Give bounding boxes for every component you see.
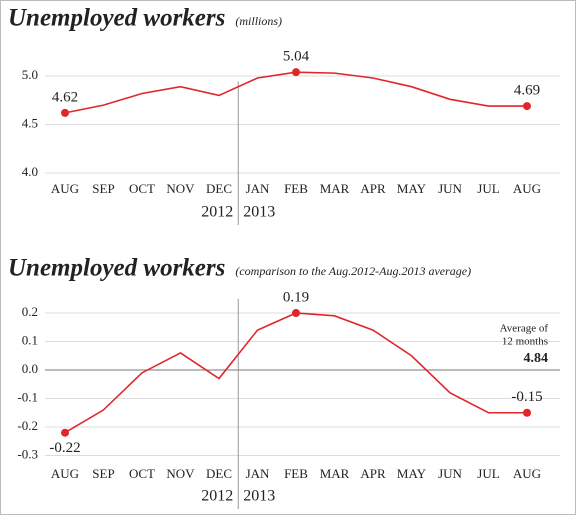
chart-subtitle: (comparison to the Aug.2012-Aug.2013 ave… — [235, 264, 471, 278]
x-tick-label: APR — [360, 466, 386, 481]
x-tick-label: JAN — [246, 181, 270, 196]
y-tick-label: 0.1 — [22, 332, 38, 347]
value-label: 0.19 — [283, 289, 309, 305]
data-point — [61, 108, 69, 117]
value-label: 4.62 — [52, 89, 78, 105]
y-tick-label: 4.0 — [22, 164, 38, 179]
x-tick-label: DEC — [206, 181, 232, 196]
data-point — [523, 102, 531, 111]
year-label: 2013 — [243, 204, 275, 221]
data-point — [292, 309, 300, 317]
x-tick-label: MAY — [397, 466, 427, 481]
x-tick-label: OCT — [129, 181, 155, 196]
x-tick-label: SEP — [92, 181, 114, 196]
data-point — [523, 408, 531, 417]
x-tick-label: MAR — [320, 466, 350, 481]
value-label: -0.15 — [511, 389, 542, 405]
average-value: 4.84 — [524, 351, 549, 366]
x-tick-label: FEB — [284, 181, 308, 196]
x-tick-label: FEB — [284, 466, 308, 481]
year-label: 2012 — [201, 204, 233, 221]
y-tick-label: 0.2 — [22, 304, 38, 319]
y-tick-label: -0.1 — [17, 389, 38, 404]
x-tick-label: AUG — [513, 181, 541, 196]
x-tick-label: JUN — [438, 466, 462, 481]
x-tick-label: AUG — [51, 466, 79, 481]
x-tick-label: JAN — [246, 466, 270, 481]
x-tick-label: NOV — [166, 466, 195, 481]
x-tick-label: NOV — [166, 181, 195, 196]
x-tick-label: SEP — [92, 466, 114, 481]
annotation: 12 months — [502, 336, 548, 348]
chart-title: Unemployed workers — [8, 5, 225, 32]
chart-title: Unemployed workers — [8, 255, 225, 282]
x-tick-label: AUG — [513, 466, 541, 481]
y-tick-label: -0.3 — [17, 446, 38, 461]
y-tick-label: 4.5 — [22, 116, 38, 131]
year-label: 2012 — [201, 488, 233, 505]
annotation: Average of — [500, 323, 549, 335]
data-point — [292, 68, 300, 77]
x-tick-label: APR — [360, 181, 386, 196]
x-tick-label: OCT — [129, 466, 155, 481]
y-tick-label: 5.0 — [22, 67, 38, 82]
data-point — [61, 428, 69, 437]
year-label: 2013 — [243, 488, 275, 505]
value-label: -0.22 — [49, 440, 80, 456]
x-tick-label: AUG — [51, 181, 79, 196]
x-tick-label: MAY — [397, 181, 427, 196]
value-label: 4.69 — [514, 83, 540, 99]
x-tick-label: MAR — [320, 181, 350, 196]
x-tick-label: JUN — [438, 181, 462, 196]
x-tick-label: JUL — [477, 466, 499, 481]
y-tick-label: -0.2 — [17, 418, 38, 433]
x-tick-label: DEC — [206, 466, 232, 481]
value-label: 5.04 — [283, 49, 310, 65]
y-tick-label: 0.0 — [22, 361, 38, 376]
chart-subtitle: (millions) — [235, 14, 282, 28]
x-tick-label: JUL — [477, 181, 499, 196]
